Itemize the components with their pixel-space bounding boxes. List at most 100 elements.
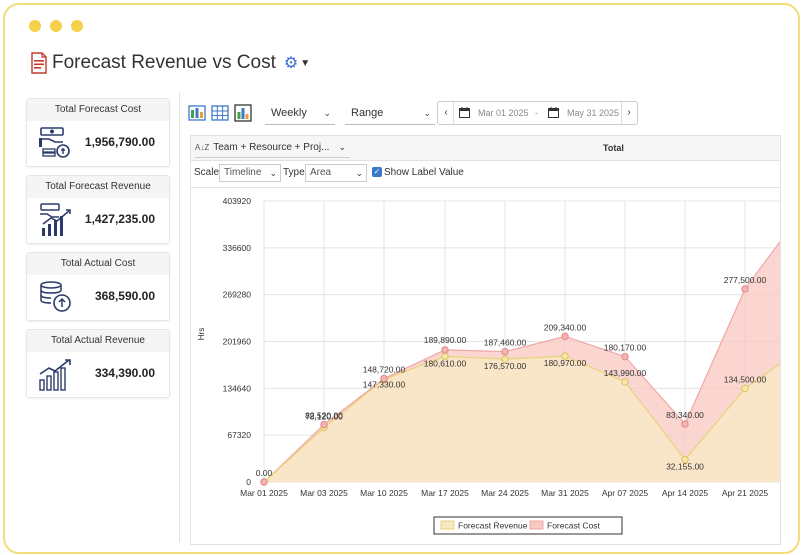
scale-value: Timeline [224, 167, 262, 178]
card-value: 1,427,235.00 [84, 212, 155, 226]
window-maximize-dot[interactable] [71, 20, 83, 32]
prev-period-button[interactable]: ‹ [439, 102, 454, 124]
scale-select[interactable]: Timeline ⌄ [219, 164, 281, 182]
report-doc-icon [31, 52, 47, 74]
revenue-line [263, 355, 780, 483]
window-controls [29, 20, 83, 32]
y-tick-label: 0 [246, 477, 251, 487]
period-select[interactable]: Weekly ⌄ [265, 101, 335, 125]
card-value: 368,590.00 [94, 289, 155, 303]
total-column-header: Total [603, 143, 624, 153]
card-total-forecast-revenue: Total Forecast Revenue 1,427,235.00 [26, 175, 170, 244]
card-label: Total Actual Cost [27, 253, 169, 275]
end-date-input[interactable]: May 31 2025 [567, 108, 620, 118]
revenue-legend-swatch [440, 520, 455, 530]
page-header: Forecast Revenue vs Cost ⚙ ▼ [30, 50, 310, 76]
y-tick-label: 403920 [223, 196, 252, 206]
revenue-point [561, 352, 569, 360]
cost-point [741, 285, 749, 293]
card-label: Total Actual Revenue [27, 330, 169, 352]
date-separator: - [535, 108, 538, 118]
cost-data-label: 187,460.00 [484, 338, 527, 348]
revenue-data-label: 180,970.00 [544, 358, 587, 368]
grid-header: A↓Z Team + Resource + Proj... ⌄ Total [191, 136, 780, 161]
card-value: 334,390.00 [94, 366, 155, 380]
type-value: Area [310, 167, 332, 178]
x-tick-label: Apr 14 2025 [662, 488, 709, 498]
money-hand-growth-icon [40, 203, 71, 236]
x-tick-label: Mar 10 2025 [360, 488, 408, 498]
cost-data-label: 209,340.00 [544, 322, 587, 332]
group-by-select[interactable]: A↓Z Team + Resource + Proj... ⌄ [195, 138, 350, 158]
revenue-point [621, 378, 629, 386]
calendar-icon[interactable] [459, 107, 470, 118]
chevron-down-icon: ⌄ [323, 108, 331, 118]
growth-bars-icon [39, 359, 71, 391]
revenue-data-label: 180,610.00 [424, 358, 467, 368]
cost-data-label: 189,890.00 [424, 335, 467, 345]
cost-point [260, 478, 268, 486]
type-label: Type [283, 167, 305, 178]
cost-data-label: 82,520.00 [305, 411, 343, 421]
calendar-icon[interactable] [548, 107, 559, 118]
divider [179, 92, 180, 542]
y-axis-label: Hrs [197, 328, 206, 340]
revenue-data-label: 134,500.00 [724, 374, 767, 384]
cost-data-label: 83,340.00 [666, 410, 704, 420]
chevron-down-icon: ⌄ [338, 142, 346, 152]
cost-point [380, 374, 388, 383]
cost-point [501, 347, 509, 356]
group-by-value: Team + Resource + Proj... [213, 142, 330, 153]
cost-point [621, 352, 629, 361]
cost-point [441, 346, 449, 354]
x-tick-label: Apr 21 2025 [722, 488, 769, 498]
show-label-checkbox[interactable]: ✓ [372, 167, 382, 177]
gear-icon[interactable]: ⚙ [283, 55, 299, 72]
revenue-data-label: 147,330.00 [363, 380, 406, 390]
chart-view-icon[interactable] [234, 104, 252, 122]
next-period-button[interactable]: › [621, 102, 636, 124]
revenue-point [501, 355, 509, 363]
x-tick-label: Mar 17 2025 [421, 488, 469, 498]
chevron-down-icon: ⌄ [423, 108, 431, 118]
cost-line [263, 241, 780, 483]
revenue-legend-label: Forecast Revenue [458, 521, 528, 531]
x-tick-label: Mar 03 2025 [300, 488, 348, 498]
caret-down-icon[interactable]: ▼ [300, 57, 311, 69]
table-view-icon[interactable] [188, 104, 206, 122]
y-tick-label: 67320 [227, 430, 251, 440]
revenue-point [741, 384, 749, 393]
y-tick-label: 201960 [223, 337, 252, 347]
x-tick-label: Mar 01 2025 [240, 488, 288, 498]
cost-data-label: 277,500.00 [724, 275, 767, 285]
cost-legend-swatch [529, 520, 544, 530]
cost-data-label: 180,170.00 [604, 343, 647, 353]
card-label: Total Forecast Revenue [27, 176, 169, 198]
y-tick-label: 134640 [223, 383, 252, 393]
grid-view-icon[interactable] [211, 104, 229, 122]
scale-label: Scale [194, 167, 220, 178]
card-value: 1,956,790.00 [84, 135, 155, 149]
revenue-data-label: 143,990.00 [604, 368, 647, 378]
revenue-point [681, 455, 689, 464]
revenue-data-label: 176,570.00 [484, 361, 527, 371]
sort-az-icon: A↓Z [195, 143, 210, 152]
revenue-data-label: 32,155.00 [666, 462, 704, 472]
card-total-actual-revenue: Total Actual Revenue 334,390.00 [26, 329, 170, 398]
summary-cards: Total Forecast Cost 1,956,790.00 Total F… [26, 98, 170, 406]
y-tick-label: 269280 [223, 290, 252, 300]
view-toolbar: Weekly ⌄ Range ⌄ [188, 99, 435, 127]
card-total-actual-cost: Total Actual Cost 368,590.00 [26, 252, 170, 321]
window-close-dot[interactable] [29, 20, 41, 32]
window-minimize-dot[interactable] [50, 20, 62, 32]
chevron-down-icon: ⌄ [269, 168, 277, 178]
cost-data-label: 0.00 [256, 468, 273, 478]
revenue-cost-area-chart: 0 67320 134640 201960 269280 336600 403920 Mar … [197, 196, 780, 535]
report-panel: A↓Z Team + Resource + Proj... ⌄ Total Sca… [190, 135, 781, 545]
range-select[interactable]: Range ⌄ [345, 101, 435, 125]
start-date-input[interactable]: Mar 01 2025 [478, 108, 529, 118]
date-range-picker[interactable]: ‹ Mar 01 2025 - May 31 2025 › [437, 101, 638, 125]
chart-options: Scale Timeline ⌄ Type Area ⌄ ✓ Show Labe… [191, 160, 780, 188]
y-tick-label: 336600 [223, 243, 252, 253]
type-select[interactable]: Area ⌄ [305, 164, 367, 182]
